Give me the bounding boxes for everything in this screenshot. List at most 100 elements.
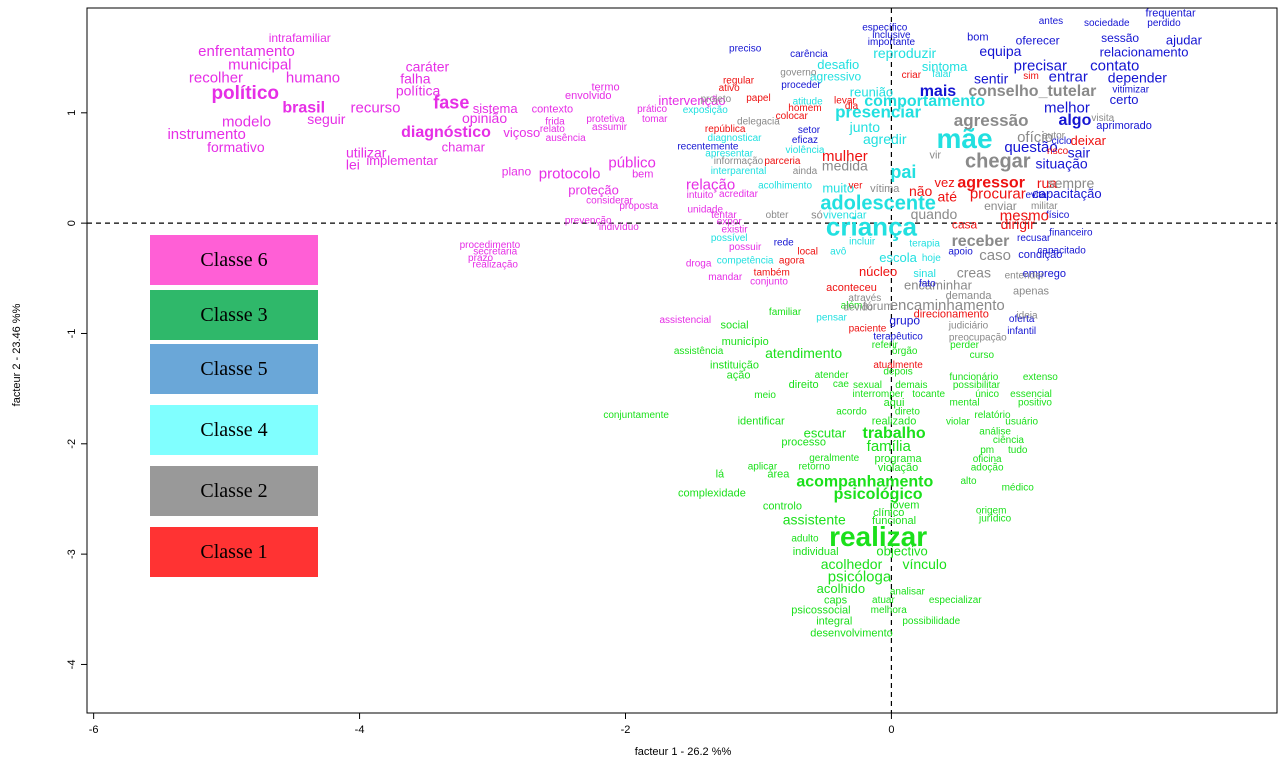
word-label: assistente xyxy=(783,512,846,528)
word-label: familiar xyxy=(769,307,802,318)
word-label: diagnóstico xyxy=(401,124,491,141)
word-label: utilizar xyxy=(346,144,387,160)
legend-item: Classe 6 xyxy=(150,235,318,285)
word-label: sistema xyxy=(473,101,519,116)
word-label: bom xyxy=(967,32,988,44)
word-label: prático xyxy=(637,104,667,115)
word-label: financeiro xyxy=(1049,228,1093,239)
word-label: direito xyxy=(789,379,819,391)
word-label: governo xyxy=(780,68,817,79)
word-label: oferta xyxy=(1009,314,1035,325)
word-label: relação xyxy=(686,177,735,194)
word-label: proteção xyxy=(568,183,619,198)
word-label: procedimento xyxy=(460,240,521,251)
word-label: condição xyxy=(1018,249,1062,261)
word-label: agora xyxy=(779,255,805,266)
word-label: processo xyxy=(781,437,826,449)
word-label: ciclo xyxy=(1052,136,1072,147)
word-label: sentir xyxy=(974,70,1009,86)
word-label: atuar xyxy=(872,595,895,606)
word-label: colocar xyxy=(776,111,809,122)
word-label: aprimorado xyxy=(1096,120,1152,132)
word-label: prevenção xyxy=(565,216,612,227)
word-label: considerar xyxy=(586,196,633,207)
word-label: acordo xyxy=(836,406,867,417)
word-label: judiciário xyxy=(948,320,989,331)
word-label: república xyxy=(705,124,746,135)
word-label: falar xyxy=(932,69,952,80)
word-label: seguir xyxy=(307,111,345,127)
word-label: fase xyxy=(433,93,469,113)
word-label: encaminhar xyxy=(904,277,973,292)
word-label: conselho_tutelar xyxy=(968,83,1096,100)
word-label: ação xyxy=(727,369,751,381)
word-label: creas xyxy=(957,265,991,281)
word-label: interparental xyxy=(711,166,767,177)
word-label: vínculo xyxy=(902,556,947,572)
word-label: terapêutico xyxy=(873,331,923,342)
word-label: risco xyxy=(1047,146,1069,157)
word-label: quando xyxy=(911,206,958,222)
word-label: município xyxy=(722,336,769,348)
word-label: controlo xyxy=(763,501,802,513)
word-label: violência xyxy=(786,145,825,156)
word-label: depois xyxy=(883,367,912,378)
word-label: específico xyxy=(862,22,907,33)
word-label: não xyxy=(909,183,933,199)
word-label: chegar xyxy=(965,151,1031,173)
word-label: família xyxy=(867,438,912,455)
word-label: preocupação xyxy=(949,333,1007,344)
word-label: assistência xyxy=(674,346,724,357)
word-label: até xyxy=(938,188,958,204)
word-label: equipa xyxy=(979,43,1021,59)
word-label: curso xyxy=(970,350,995,361)
word-label: atitude xyxy=(793,96,823,107)
word-label: origem xyxy=(976,506,1007,517)
word-label: comportamento xyxy=(864,93,985,110)
word-label: adolescente xyxy=(820,193,936,215)
word-label: físico xyxy=(1046,210,1070,221)
word-label: agredir xyxy=(863,131,907,147)
word-label: acolhedor xyxy=(821,556,883,572)
word-label: inclusive xyxy=(872,30,911,41)
word-label: receber xyxy=(952,233,1010,250)
word-label: tomar xyxy=(642,114,668,125)
word-label: referir xyxy=(872,340,899,351)
word-label: funcionário xyxy=(949,372,998,383)
word-label: perdido xyxy=(1147,18,1181,29)
axes: -6 -4 -2 0 1 0 -1 -2 -3 -4 xyxy=(66,110,894,736)
word-label: entender xyxy=(1005,271,1045,282)
word-label: vir xyxy=(929,150,941,162)
legend-item: Classe 4 xyxy=(150,405,318,455)
word-label: importante xyxy=(868,37,916,48)
word-label: recolher xyxy=(189,70,243,87)
word-label: algo xyxy=(1058,112,1091,129)
word-label: fato xyxy=(919,278,936,289)
legend-item: Classe 5 xyxy=(150,344,318,394)
word-label: ainda xyxy=(793,166,818,177)
word-label: psicóloga xyxy=(828,568,892,585)
word-label: perder xyxy=(950,340,980,351)
word-label: pensar xyxy=(816,313,847,324)
word-label: ausência xyxy=(546,133,586,144)
word-label: adoção xyxy=(971,463,1004,474)
word-label: atualmente xyxy=(873,360,923,371)
x-tick-label: 0 xyxy=(888,724,894,736)
word-label: eficaz xyxy=(792,135,818,146)
word-label: política xyxy=(396,83,441,99)
word-label: municipal xyxy=(228,56,291,73)
y-tick-label: -4 xyxy=(66,660,78,670)
word-label: clínico xyxy=(873,507,904,519)
word-label: mandar xyxy=(708,272,743,283)
word-label: incluir xyxy=(849,237,876,248)
word-label: contato xyxy=(1090,57,1139,74)
word-label: situação xyxy=(1036,155,1088,171)
word-label: trabalho xyxy=(863,425,926,442)
word-label: retorno xyxy=(798,462,830,473)
word-label: regular xyxy=(723,75,755,86)
word-label: geralmente xyxy=(809,453,859,464)
word-label: rua xyxy=(1037,175,1057,191)
legend-item: Classe 1 xyxy=(150,527,318,577)
word-label: também xyxy=(754,267,790,278)
word-label: fórum xyxy=(863,299,894,313)
